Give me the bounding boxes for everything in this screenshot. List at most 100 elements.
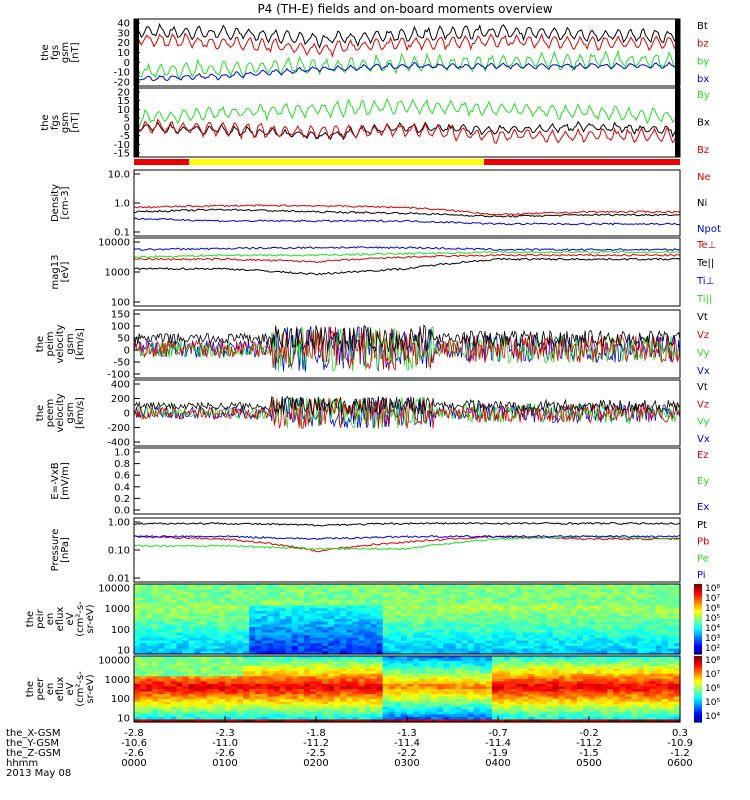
spectrogram-cell [419, 656, 426, 660]
spectrogram-cell [212, 629, 220, 634]
spectrogram-cell [303, 594, 311, 599]
spectrogram-cell [467, 701, 475, 705]
spectrogram-cell [243, 597, 250, 601]
spectrogram-cell [334, 696, 341, 700]
spectrogram-cell [473, 706, 481, 710]
spectrogram-cell [552, 714, 560, 718]
spectrogram-cell [364, 678, 372, 682]
spectrogram-cell [479, 683, 487, 688]
colorbar-cell [694, 703, 702, 707]
spectrogram-cell [607, 709, 614, 713]
spectrogram-cell [431, 645, 438, 650]
spectrogram-cell [576, 621, 584, 625]
spectrogram-cell [516, 689, 523, 693]
spectrogram-cell [146, 643, 153, 647]
spectrogram-cell [188, 608, 196, 612]
spectrogram-cell [212, 673, 220, 677]
spectrogram-cell [546, 624, 554, 628]
spectrogram-cell [522, 619, 529, 623]
spectrogram-cell [200, 661, 208, 665]
spectrogram-cell [637, 676, 645, 680]
spectrogram-cell [607, 586, 614, 590]
spectrogram-cell [346, 678, 353, 682]
spectrogram-cell [255, 666, 262, 670]
spectrogram-cell [334, 589, 341, 593]
panel-10: thepeerenefluxeV(cm²-s-sr-eV)10000100010… [25, 656, 720, 725]
spectrogram-cell [473, 699, 481, 703]
spectrogram-cell [576, 676, 584, 680]
spectrogram-cell [443, 683, 451, 688]
spectrogram-cell [164, 696, 171, 700]
spectrogram-cell [249, 656, 256, 660]
spectrogram-cell [504, 635, 511, 639]
spectrogram-cell [607, 691, 614, 695]
spectrogram-cell [437, 643, 444, 647]
spectrogram-cell [376, 711, 384, 715]
spectrogram-cell [625, 661, 633, 665]
spectrogram-cell [546, 616, 554, 620]
spectrogram-cell [158, 600, 165, 604]
spectrogram-cell [309, 694, 317, 698]
spectrogram-cell [607, 701, 614, 705]
spectrogram-cell [261, 661, 269, 665]
spectrogram-cell [431, 701, 438, 705]
spectrogram-cell [564, 645, 572, 650]
spectrogram-cell [279, 719, 287, 723]
spectrogram-cell [212, 610, 220, 615]
spectrogram-cell [255, 678, 262, 682]
spectrogram-cell [413, 696, 420, 700]
spectrogram-cell [394, 643, 402, 647]
spectrogram-cell [655, 686, 663, 690]
spectrogram-cell [607, 704, 614, 708]
spectrogram-cell [570, 627, 578, 631]
spectrogram-cell [322, 645, 329, 650]
spectrogram-cell [364, 632, 372, 636]
spectrogram-cell [655, 640, 663, 644]
spectrogram-cell [206, 600, 214, 604]
spectrogram-cell [589, 699, 596, 703]
panel-frame [133, 447, 681, 515]
spectrogram-cell [498, 589, 505, 593]
spectrogram-cell [419, 678, 426, 682]
spectrogram-cell [419, 719, 426, 723]
spectrogram-cell [273, 719, 281, 723]
spectrogram-cell [516, 696, 523, 700]
spectrogram-cell [237, 714, 244, 718]
spectrogram-cell [134, 613, 141, 617]
spectrogram-cell [164, 678, 171, 682]
spectrogram-cell [516, 643, 523, 647]
spectrogram-cell [613, 686, 620, 690]
spectrogram-cell [419, 610, 426, 615]
spectrogram-cell [661, 619, 669, 623]
spectrogram-cell [516, 645, 523, 650]
spectrogram-cell [443, 711, 451, 715]
spectrogram-cell [619, 651, 626, 655]
spectrogram-cell [498, 586, 505, 590]
spectrogram-cell [673, 619, 681, 623]
spectrogram-cell [352, 661, 360, 665]
spectrogram-cell [328, 624, 335, 628]
spectrogram-cell [522, 699, 529, 703]
spectrogram-cell [303, 627, 311, 631]
spectrogram-cell [170, 624, 178, 628]
legend-Pi: Pi [697, 570, 706, 581]
spectrogram-cell [589, 676, 596, 680]
spectrogram-cell [231, 629, 238, 634]
spectrogram-cell [510, 689, 517, 693]
spectrogram-cell [534, 681, 542, 685]
spectrogram-cell [473, 637, 481, 642]
spectrogram-cell [631, 671, 639, 675]
colorbar-cell [694, 715, 702, 718]
spectrogram-cell [358, 610, 366, 615]
spectrogram-cell [510, 651, 517, 655]
spectrogram-cell [255, 616, 262, 620]
spectrogram-cell [194, 586, 202, 590]
spectrogram-cell [516, 600, 523, 604]
spectrogram-cell [643, 586, 651, 590]
spectrogram-cell [576, 671, 584, 675]
spectrogram-cell [564, 668, 572, 672]
spectrogram-cell [388, 719, 396, 723]
spectrogram-cell [631, 714, 639, 718]
spectrogram-cell [558, 584, 566, 588]
spectrogram-cell [267, 678, 275, 682]
